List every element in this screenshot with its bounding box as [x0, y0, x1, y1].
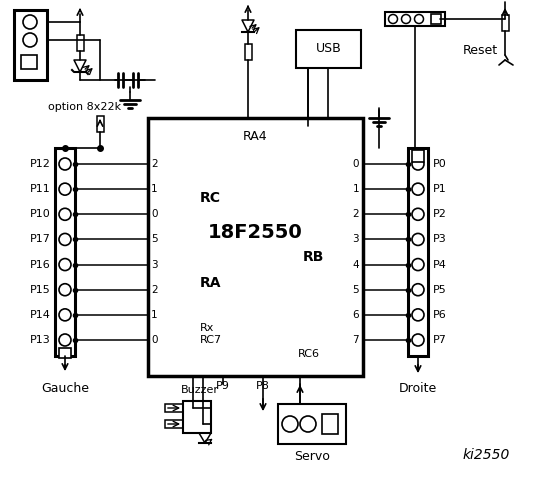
Text: 3: 3 [352, 234, 359, 244]
Bar [502, 15, 509, 31]
Text: 0: 0 [151, 209, 158, 219]
Text: 5: 5 [151, 234, 158, 244]
Text: P16: P16 [30, 260, 51, 270]
Text: option 8x22k: option 8x22k [49, 102, 122, 112]
Text: Reset: Reset [463, 44, 498, 57]
Bar [385, 12, 445, 26]
Text: P5: P5 [433, 285, 447, 295]
Text: 3: 3 [151, 260, 158, 270]
Text: RC6: RC6 [298, 349, 320, 359]
Text: P4: P4 [433, 260, 447, 270]
Text: RA4: RA4 [243, 130, 268, 143]
Text: 6: 6 [352, 310, 359, 320]
Text: 4: 4 [352, 260, 359, 270]
Bar [165, 420, 183, 428]
Text: 18F2550: 18F2550 [208, 223, 303, 241]
Text: P11: P11 [30, 184, 51, 194]
Text: Buzzer: Buzzer [181, 385, 219, 395]
Text: P15: P15 [30, 285, 51, 295]
Bar [165, 404, 183, 412]
Text: RC: RC [200, 191, 221, 205]
Text: USB: USB [316, 43, 341, 56]
Bar [183, 401, 211, 433]
Text: P14: P14 [30, 310, 51, 320]
Text: P8: P8 [256, 381, 270, 391]
Text: 2: 2 [151, 159, 158, 169]
Text: P9: P9 [216, 381, 230, 391]
Text: Servo: Servo [294, 449, 330, 463]
Text: P13: P13 [30, 335, 51, 345]
Text: Rx
RC7: Rx RC7 [200, 323, 222, 345]
Bar [244, 44, 252, 60]
Bar [322, 414, 338, 434]
Bar [76, 35, 84, 51]
Bar [59, 348, 71, 358]
Text: Droite: Droite [399, 382, 437, 395]
Text: 0: 0 [151, 335, 158, 345]
Bar [21, 55, 37, 69]
Text: P3: P3 [433, 234, 447, 244]
Bar [97, 116, 103, 132]
Text: P0: P0 [433, 159, 447, 169]
Text: RA: RA [200, 276, 222, 290]
Text: P2: P2 [433, 209, 447, 219]
Bar [431, 14, 441, 24]
Text: 0: 0 [352, 159, 359, 169]
Text: P17: P17 [30, 234, 51, 244]
Bar [148, 118, 363, 376]
Bar [412, 150, 424, 162]
Text: 1: 1 [352, 184, 359, 194]
Text: Gauche: Gauche [41, 382, 89, 395]
Bar [296, 30, 361, 68]
Text: 5: 5 [352, 285, 359, 295]
Bar [55, 148, 75, 356]
Text: P7: P7 [433, 335, 447, 345]
Text: 2: 2 [352, 209, 359, 219]
Text: ki2550: ki2550 [463, 448, 510, 462]
Text: 1: 1 [151, 184, 158, 194]
Text: RB: RB [302, 250, 324, 264]
Bar [278, 404, 346, 444]
Bar [408, 148, 428, 356]
Text: P1: P1 [433, 184, 447, 194]
Text: 7: 7 [352, 335, 359, 345]
Text: P6: P6 [433, 310, 447, 320]
Text: 2: 2 [151, 285, 158, 295]
Text: P12: P12 [30, 159, 51, 169]
Text: 1: 1 [151, 310, 158, 320]
Bar [14, 10, 47, 80]
Text: P10: P10 [30, 209, 51, 219]
